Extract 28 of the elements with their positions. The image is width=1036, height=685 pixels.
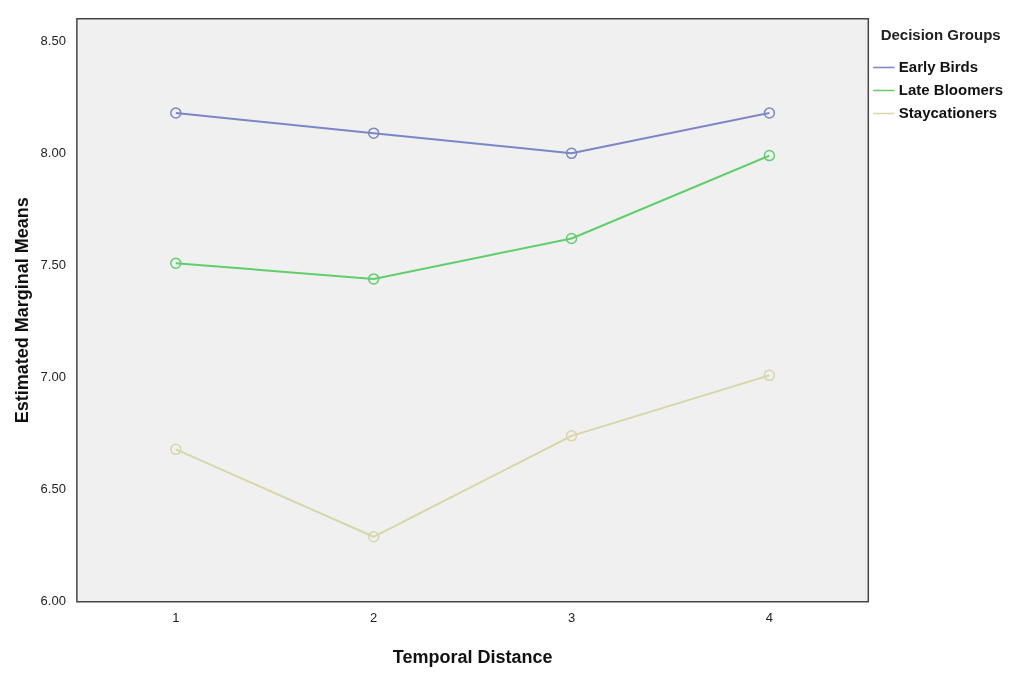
legend-label: Early Birds <box>898 57 979 75</box>
x-tick-label: 2 <box>370 610 378 626</box>
y-tick-label: 6.50 <box>40 481 66 497</box>
point <box>565 430 578 442</box>
legend-label: Staycationers <box>898 103 998 121</box>
point <box>367 273 380 285</box>
point <box>170 257 182 269</box>
y-tick-label: 7.00 <box>40 369 66 385</box>
point <box>170 443 182 456</box>
x-axis-title: Temporal Distance <box>392 647 553 668</box>
y-tick-label: 8.00 <box>40 144 66 160</box>
x-tick-label: 1 <box>172 610 180 626</box>
point <box>565 147 578 160</box>
y-tick-label: 7.50 <box>40 257 66 273</box>
point <box>170 107 182 119</box>
point <box>367 531 380 543</box>
x-tick-label: 4 <box>765 610 773 626</box>
y-tick-label: 8.50 <box>40 32 66 48</box>
point <box>565 232 578 245</box>
legend-title: Decision Groups <box>880 25 1001 43</box>
legend-label: Late Bloomers <box>898 80 1004 98</box>
point <box>763 149 776 162</box>
x-tick-label: 3 <box>567 610 576 626</box>
point <box>763 369 776 382</box>
point <box>367 127 380 139</box>
y-tick-label: 6.00 <box>40 593 66 609</box>
point <box>763 107 776 119</box>
y-axis-title: Estimated Marginal Means <box>11 197 32 424</box>
